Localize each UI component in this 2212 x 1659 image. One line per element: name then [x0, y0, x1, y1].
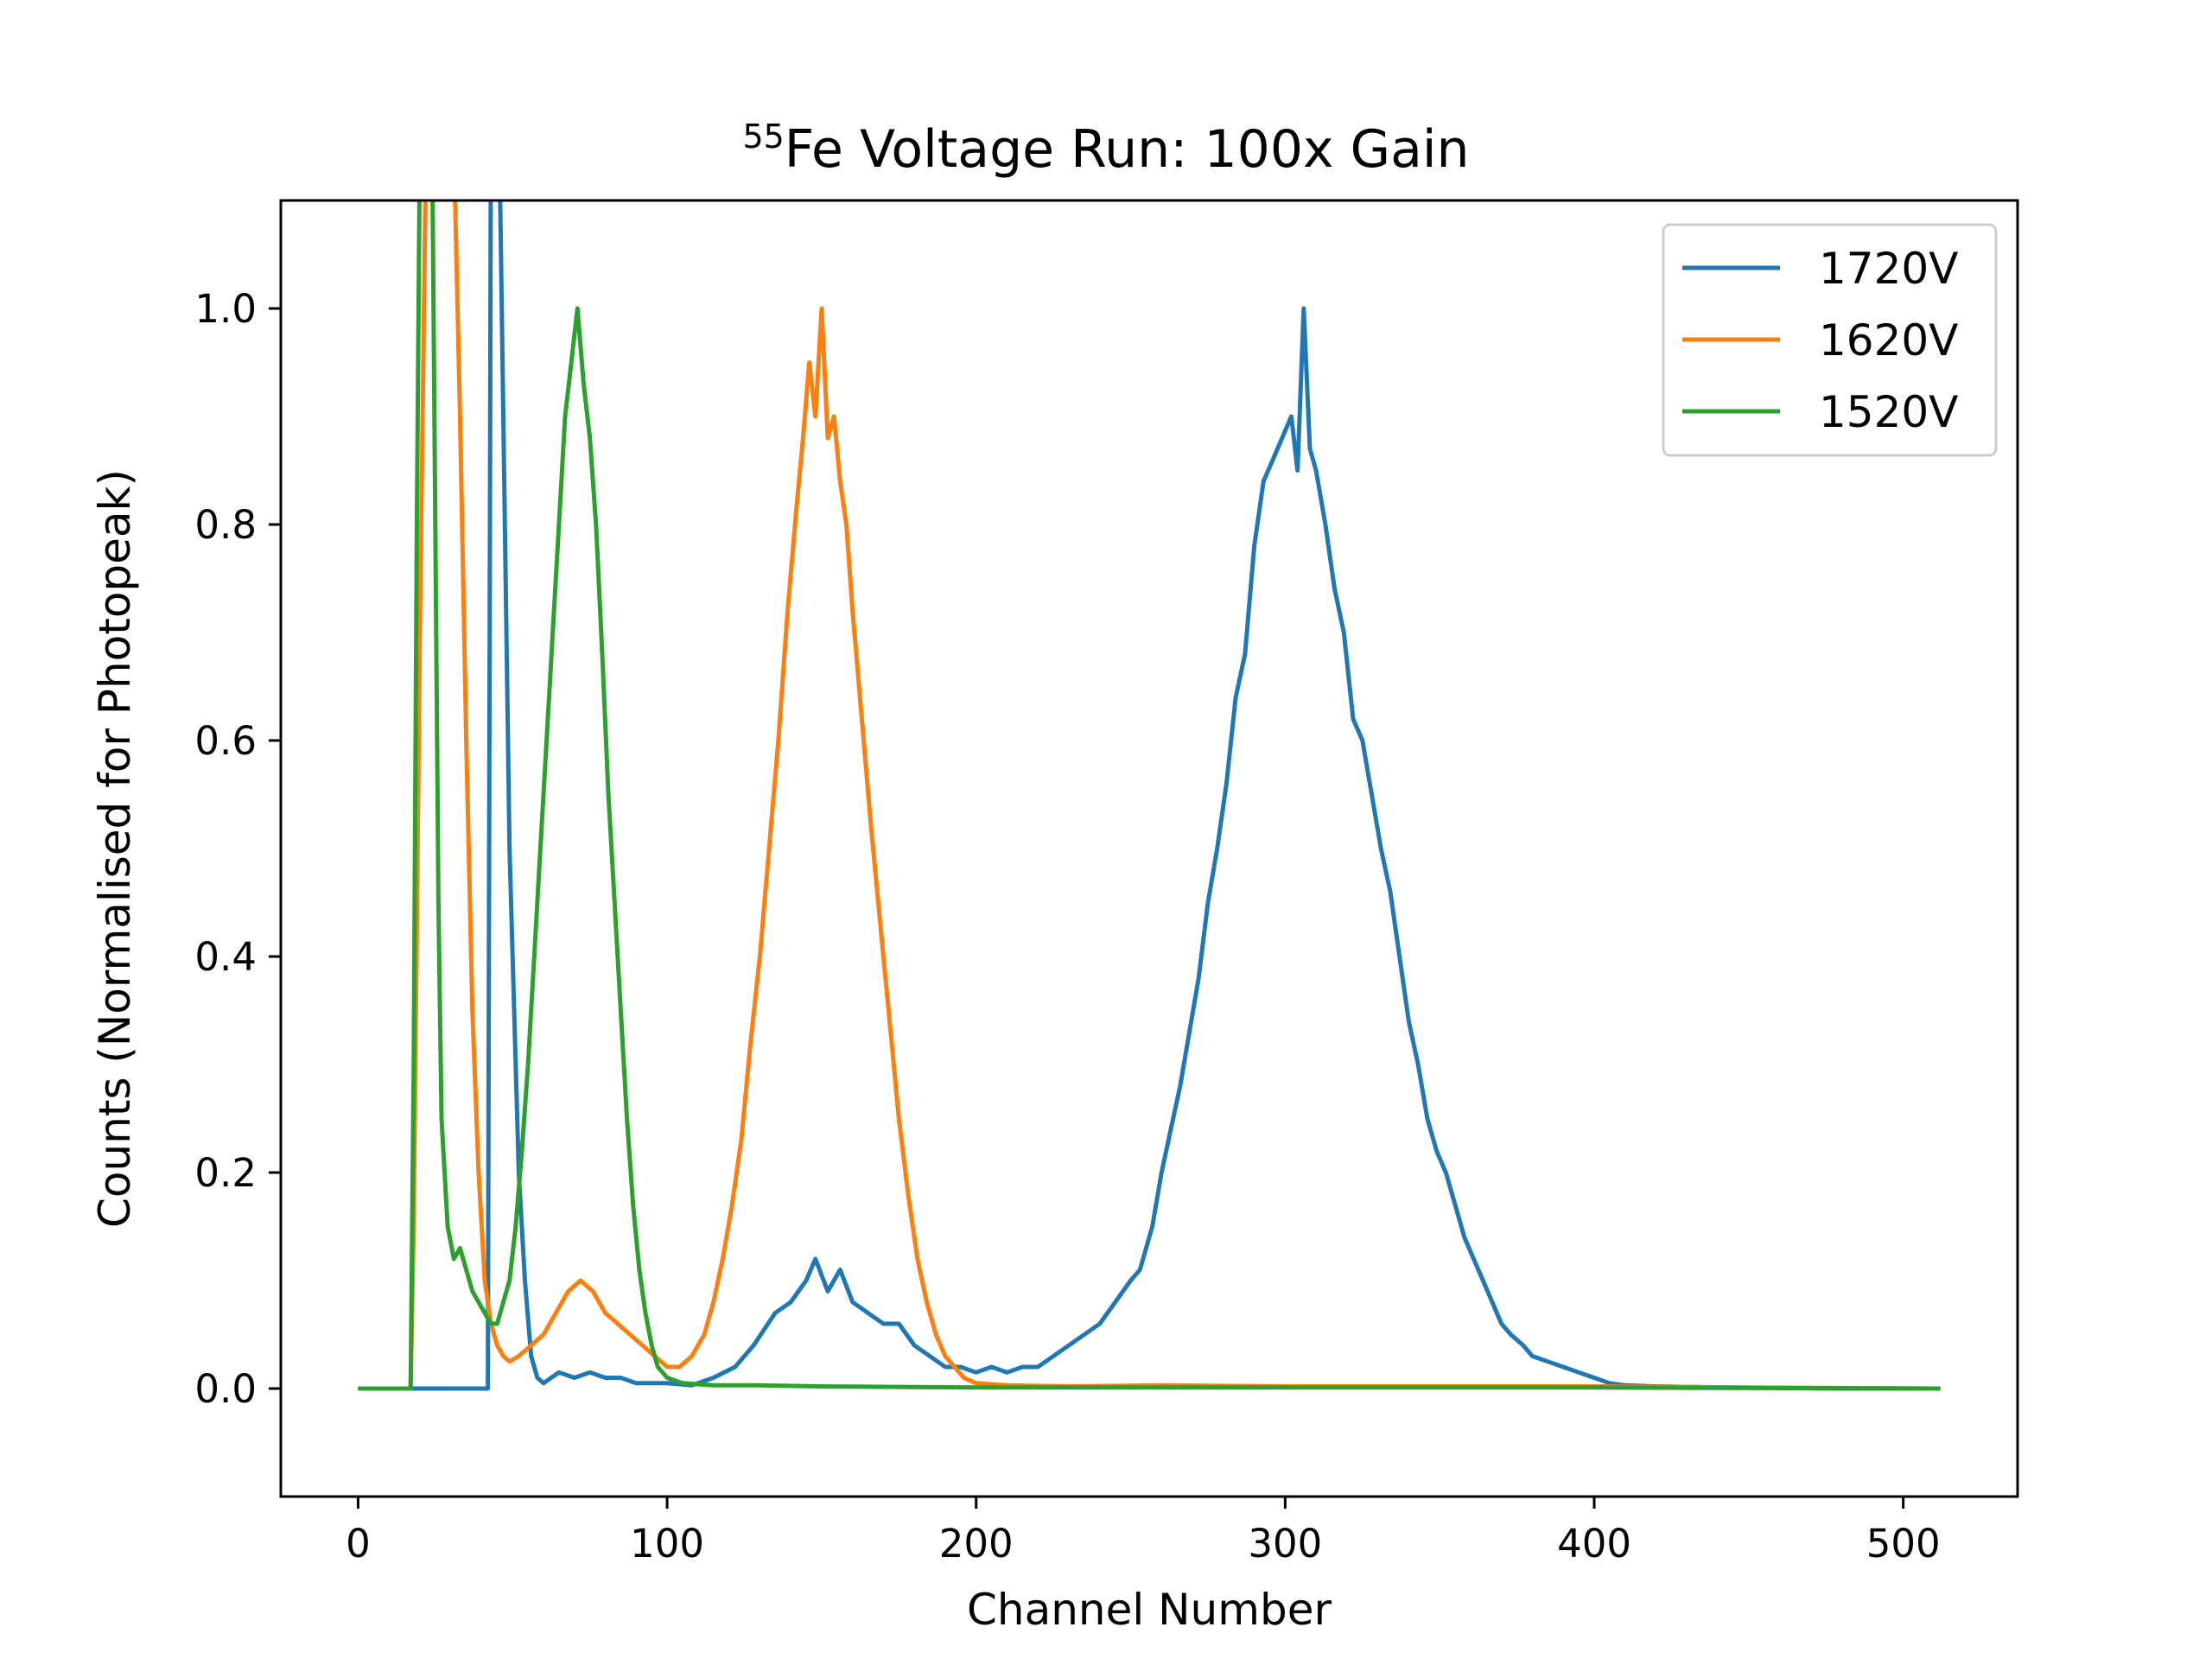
legend-box	[1662, 223, 1998, 457]
y-axis-label: Counts (Normalised for Photopeak)	[90, 469, 140, 1228]
y-tick-label: 0.2	[194, 1150, 257, 1196]
y-tick-label: 1.0	[194, 286, 257, 332]
x-tick-label: 200	[939, 1521, 1014, 1567]
series-line-1720V	[358, 200, 1941, 1391]
x-axis-ticks: 0 100 200 300 400 500	[346, 1497, 1941, 1567]
series-line-1520V	[358, 200, 1941, 1391]
y-axis-ticks: 0.0 0.2 0.4 0.6 0.8 1.0	[194, 286, 281, 1412]
y-tick-label: 0.8	[194, 502, 257, 548]
x-tick-label: 0	[346, 1521, 371, 1567]
x-tick-label: 400	[1557, 1521, 1631, 1567]
x-tick-label: 500	[1866, 1521, 1941, 1567]
x-tick-label: 100	[630, 1521, 704, 1567]
axes-frame	[279, 199, 2019, 1498]
y-tick-label: 0.4	[194, 934, 257, 980]
title-main: Fe Voltage Run: 100x Gain	[785, 119, 1470, 180]
legend: 1720V 1620V 1520V	[1662, 223, 1998, 457]
y-tick-label: 0.0	[194, 1366, 257, 1412]
x-axis-label: Channel Number	[967, 1585, 1332, 1635]
chart-title: 55Fe Voltage Run: 100x Gain	[742, 118, 1469, 180]
series-line-1620V	[358, 200, 1941, 1391]
legend-label-1620V: 1620V	[1819, 315, 1958, 365]
legend-label-1520V: 1520V	[1819, 387, 1958, 437]
x-tick-label: 300	[1248, 1521, 1322, 1567]
title-superscript: 55	[742, 118, 784, 156]
legend-label-1720V: 1720V	[1819, 244, 1958, 294]
y-tick-label: 0.6	[194, 718, 257, 764]
series-layer	[358, 200, 1941, 1391]
